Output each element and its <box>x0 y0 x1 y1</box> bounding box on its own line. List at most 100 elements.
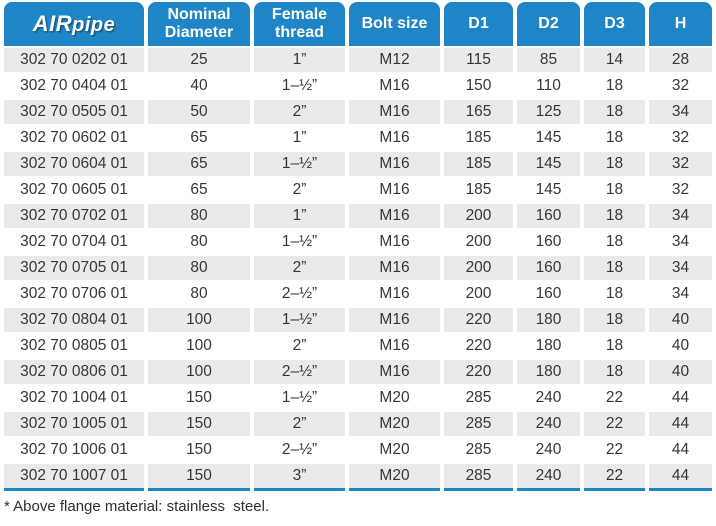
table-cell: 1–½” <box>281 233 318 250</box>
column-header-h: H <box>649 2 712 46</box>
table-cell: 302 70 0704 01 <box>20 233 128 250</box>
brand-logo-air: AIR <box>32 11 73 36</box>
table-cell: 302 70 0702 01 <box>4 204 144 228</box>
table-cell: 2” <box>292 181 307 198</box>
table-row: 302 70 0404 01 40 1–½” M16 150 110 18 32 <box>4 74 712 98</box>
table-cell: M16 <box>349 204 440 228</box>
table-cell: 1–½” <box>281 77 318 94</box>
table-cell: 145 <box>517 152 580 176</box>
table-cell: 44 <box>671 441 690 458</box>
column-header-bolt-size: Bolt size <box>349 2 440 46</box>
table-cell: 34 <box>671 233 690 250</box>
table-cell: 180 <box>517 360 580 384</box>
table-cell: 2” <box>254 100 345 124</box>
table-cell: 1–½” <box>281 389 318 406</box>
table-cell: 302 70 0202 01 <box>4 48 144 72</box>
table-cell: 185 <box>465 129 492 146</box>
table-cell: 18 <box>584 256 645 280</box>
table-cell: 3” <box>254 464 345 491</box>
table-row: 302 70 1006 01 150 2–½” M20 285 240 22 44 <box>4 438 712 462</box>
table-cell: 110 <box>536 77 561 94</box>
table-cell: M16 <box>379 233 410 250</box>
table-cell: 40 <box>671 337 690 354</box>
footnote: * Above flange material: stainless steel… <box>4 498 270 515</box>
table-cell: 302 70 0404 01 <box>20 77 128 94</box>
table-cell: 302 70 0505 01 <box>4 100 144 124</box>
table-cell: 2” <box>292 337 307 354</box>
table-cell: 302 70 0705 01 <box>4 256 144 280</box>
table-cell: 34 <box>649 100 712 124</box>
table-cell: 1–½” <box>254 308 345 332</box>
table-cell: 32 <box>671 181 690 198</box>
table-row: 302 70 0805 01 100 2” M16 220 180 18 40 <box>4 334 712 358</box>
table-cell: 28 <box>649 48 712 72</box>
table-cell: 302 70 0706 01 <box>20 285 128 302</box>
table-cell: 220 <box>465 337 492 354</box>
table-cell: 240 <box>517 412 580 436</box>
brand-logo-pipe: pipe <box>72 14 116 36</box>
table-cell: M16 <box>349 256 440 280</box>
table-cell: 40 <box>649 308 712 332</box>
table-cell: M16 <box>349 100 440 124</box>
table-row: 302 70 0702 01 80 1” M16 200 160 18 34 <box>4 204 712 228</box>
table-cell: 285 <box>465 389 492 406</box>
table-cell: 180 <box>535 337 562 354</box>
table-cell: 18 <box>605 129 624 146</box>
table-cell: 65 <box>190 181 208 198</box>
table-cell: 1” <box>254 204 345 228</box>
table-cell: 65 <box>190 129 208 146</box>
table-cell: 302 70 0602 01 <box>20 129 128 146</box>
table-row: 302 70 0605 01 65 2” M16 185 145 18 32 <box>4 178 712 202</box>
table-cell: 100 <box>148 360 250 384</box>
table-cell: 22 <box>584 464 645 491</box>
table-cell: M16 <box>379 337 410 354</box>
table-cell: 1” <box>254 48 345 72</box>
column-header-nominal-diameter: Nominal Diameter <box>148 2 250 46</box>
table-cell: 2–½” <box>254 360 345 384</box>
table-cell: M16 <box>349 360 440 384</box>
table-cell: 18 <box>584 152 645 176</box>
table-row: 302 70 0604 01 65 1–½” M16 185 145 18 32 <box>4 152 712 176</box>
table-cell: M16 <box>379 285 410 302</box>
table-cell: 50 <box>148 100 250 124</box>
table-cell: 1” <box>292 129 307 146</box>
table-cell: 100 <box>148 308 250 332</box>
table-cell: 160 <box>535 285 562 302</box>
table-cell: 150 <box>465 77 492 94</box>
table-cell: 180 <box>517 308 580 332</box>
table-cell: 302 70 0804 01 <box>4 308 144 332</box>
table-cell: 302 70 1007 01 <box>4 464 144 491</box>
table-cell: M20 <box>379 389 410 406</box>
table-cell: 25 <box>148 48 250 72</box>
brand-logo: AIRpipe <box>4 2 144 46</box>
table-cell: 302 70 1005 01 <box>4 412 144 436</box>
table-cell: 32 <box>649 152 712 176</box>
table-row: 302 70 0704 01 80 1–½” M16 200 160 18 34 <box>4 230 712 254</box>
table-cell: 14 <box>584 48 645 72</box>
table-cell: 18 <box>605 77 624 94</box>
table-cell: 285 <box>465 441 492 458</box>
table-row: 302 70 0706 01 80 2–½” M16 200 160 18 34 <box>4 282 712 306</box>
table-cell: 1–½” <box>254 152 345 176</box>
table-cell: 85 <box>517 48 580 72</box>
column-header-d3: D3 <box>584 2 645 46</box>
table-cell: 200 <box>444 256 513 280</box>
table-cell: 80 <box>190 233 208 250</box>
table-cell: 34 <box>649 204 712 228</box>
table-row: 302 70 0505 01 50 2” M16 165 125 18 34 <box>4 100 712 124</box>
table-cell: 18 <box>605 337 624 354</box>
table-cell: 34 <box>671 285 690 302</box>
table-cell: 220 <box>444 360 513 384</box>
table-body: 302 70 0202 01 25 1” M12 115 85 14 28 302 70 040… <box>4 48 712 491</box>
table-cell: 18 <box>605 285 624 302</box>
table-cell: 80 <box>148 204 250 228</box>
table-cell: 115 <box>444 48 513 72</box>
table-row: 302 70 1005 01 150 2” M20 285 240 22 44 <box>4 412 712 436</box>
table-cell: 22 <box>605 389 624 406</box>
table-cell: M20 <box>379 441 410 458</box>
table-cell: 44 <box>649 412 712 436</box>
column-header-d2: D2 <box>517 2 580 46</box>
table-cell: 285 <box>444 464 513 491</box>
table-cell: 240 <box>517 464 580 491</box>
table-cell: M16 <box>349 308 440 332</box>
